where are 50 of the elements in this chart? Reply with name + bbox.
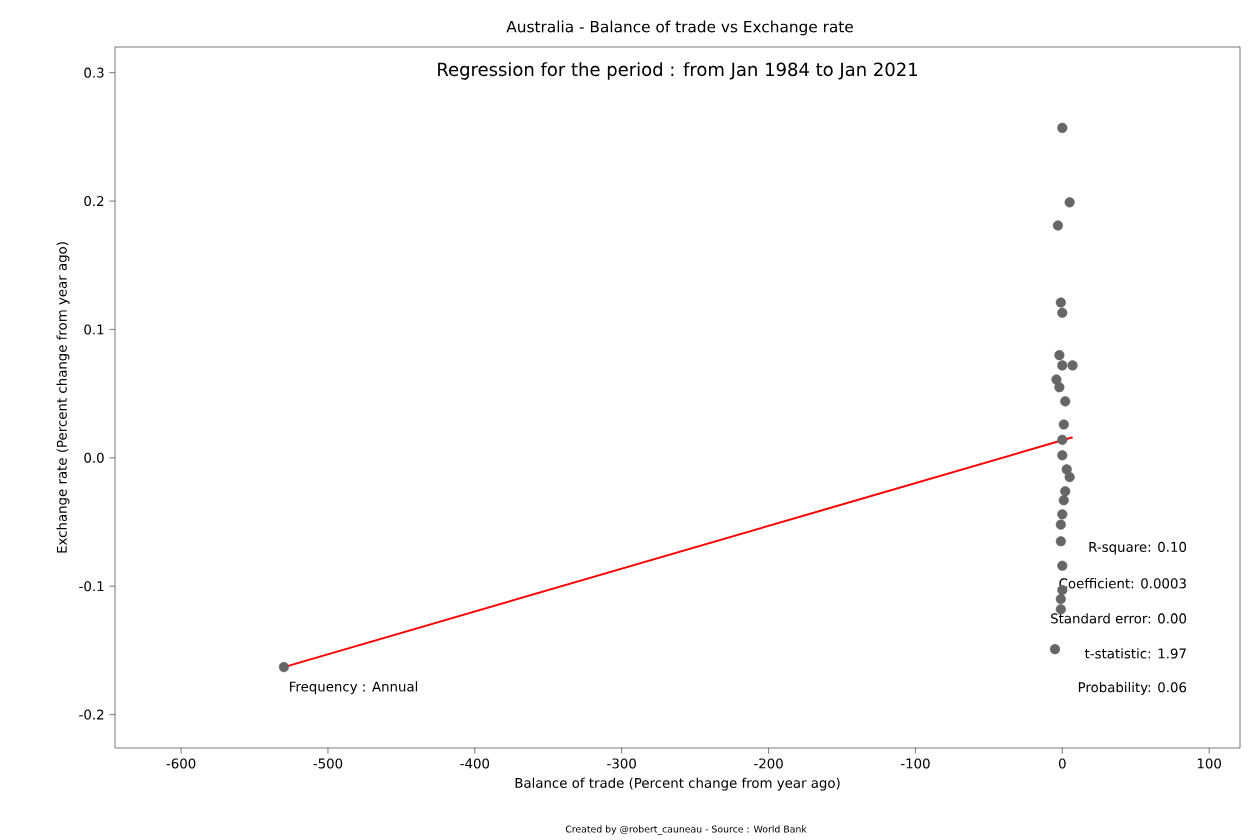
x-tick-label: 0 (1058, 758, 1066, 769)
x-axis-title: Balance of trade (Percent change from year ago) (515, 777, 840, 791)
point (1055, 594, 1066, 605)
point (1057, 122, 1068, 133)
y-tick-label: -0.1 (79, 581, 104, 592)
point (1061, 464, 1072, 475)
y-tick-label: 0.2 (84, 196, 104, 207)
point (278, 662, 289, 673)
point (1067, 360, 1078, 371)
point (1054, 350, 1065, 361)
x-tick-label: -500 (313, 758, 343, 769)
point (1054, 382, 1065, 393)
point (1057, 509, 1068, 520)
y-tick-label: -0.2 (79, 709, 104, 720)
annotation: R-square: 0.10 (1089, 541, 1187, 555)
x-tick-label: -100 (900, 758, 930, 769)
annotation: Coefficient: 0.0003 (1059, 578, 1186, 589)
y-tick-label: 0.3 (84, 67, 104, 78)
point (1049, 644, 1061, 655)
point (1051, 374, 1062, 385)
annotation: Standard error: 0.00 (1051, 613, 1187, 624)
point (1057, 560, 1068, 571)
x-tick-label: -200 (754, 758, 783, 769)
annotation: t-statistic: 1.97 (1084, 648, 1186, 659)
y-tick-label: 0.0 (84, 452, 104, 463)
point (1052, 220, 1063, 231)
text: Created by @robert_cauneau - Source : World Bank (565, 825, 807, 835)
point (1058, 419, 1069, 430)
point (1057, 360, 1068, 371)
point (1055, 536, 1066, 547)
annotation: Frequency : Annual (290, 681, 418, 695)
point (1055, 519, 1066, 530)
x-tick-label: -400 (460, 758, 490, 769)
annotation: Probability: 0.06 (1078, 681, 1187, 695)
point (1064, 472, 1075, 483)
point (1060, 396, 1071, 407)
point (1060, 486, 1071, 497)
point (1055, 297, 1066, 308)
x-tick-label: -600 (166, 758, 196, 769)
y-axis-title: Exchange rate (Percent change from year ago) (56, 242, 70, 553)
x-tick-label: -300 (607, 758, 636, 769)
y-tick-label: 0.1 (84, 324, 104, 335)
point (1058, 495, 1069, 506)
x-tick-label: 100 (1197, 758, 1222, 769)
chart-title: Australia - Balance of trade vs Exchange rate (506, 20, 853, 36)
point (1064, 197, 1075, 208)
point (1057, 434, 1068, 445)
point (1057, 307, 1068, 318)
text: Regression for the period : from Jan 1984 to Jan 2021 (438, 62, 917, 80)
point (1057, 450, 1068, 461)
